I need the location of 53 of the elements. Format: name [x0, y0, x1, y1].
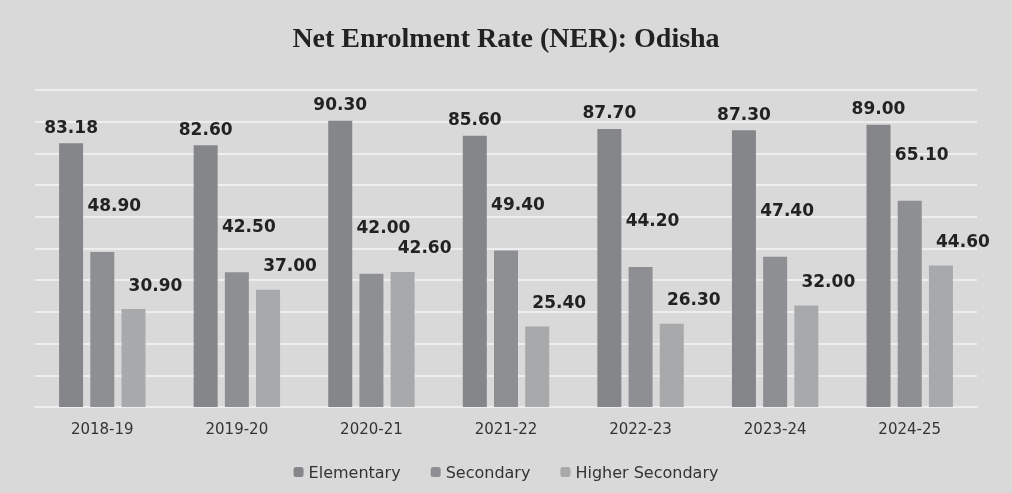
data-label: 42.00: [356, 217, 411, 238]
data-label: 83.18: [44, 116, 98, 137]
bar: [897, 200, 922, 407]
bar: [390, 271, 415, 407]
data-label: 42.60: [397, 237, 452, 258]
data-label: 87.30: [717, 103, 771, 124]
bar: [462, 135, 487, 407]
x-tick-label: 2021-22: [474, 419, 538, 438]
bar: [494, 250, 518, 407]
bar: [193, 145, 218, 407]
data-label: 65.10: [894, 144, 949, 165]
data-label: 47.40: [760, 200, 815, 221]
bar: [628, 266, 653, 407]
bar: [731, 130, 756, 407]
bar: [359, 273, 384, 407]
legend-label: Higher Secondary: [575, 462, 719, 482]
bar: [224, 272, 249, 407]
data-label: 42.50: [221, 215, 276, 236]
bar: [525, 326, 550, 407]
x-tick-label: 2019-20: [205, 419, 269, 438]
bar: [866, 124, 891, 407]
bar: [59, 143, 84, 407]
data-label: 25.40: [532, 291, 587, 312]
x-tick-label: 2022-23: [609, 419, 672, 438]
bar: [121, 309, 146, 407]
x-tick-label: 2018-19: [70, 419, 134, 438]
bar: [763, 256, 788, 407]
data-label: 44.60: [936, 231, 990, 252]
x-tick-label: 2024-25: [878, 419, 942, 438]
data-label: 44.20: [625, 210, 680, 231]
x-tick-label: 2020-21: [340, 419, 403, 438]
bar: [928, 265, 953, 407]
bar: [597, 128, 622, 407]
data-label: 90.30: [313, 94, 368, 115]
data-label: 85.60: [447, 109, 502, 130]
x-tick-label: 2023-24: [743, 419, 807, 438]
legend-label: Secondary: [445, 462, 531, 482]
bar: [256, 289, 281, 407]
chart-title: Net Enrolment Rate (NER): Odisha: [292, 21, 720, 53]
bar: [659, 323, 684, 407]
data-label: 89.00: [851, 98, 906, 119]
bar: [328, 120, 353, 407]
data-label: 26.30: [666, 289, 721, 310]
data-label: 87.70: [582, 102, 637, 123]
data-label: 37.00: [263, 255, 318, 276]
data-label: 48.90: [87, 195, 142, 216]
data-label: 49.40: [491, 193, 546, 214]
data-label: 30.90: [128, 274, 183, 295]
data-label: 32.00: [801, 271, 856, 292]
bar: [794, 305, 819, 407]
bar: [90, 251, 115, 407]
data-label: 82.60: [178, 118, 233, 139]
legend-label: Elementary: [308, 462, 401, 482]
